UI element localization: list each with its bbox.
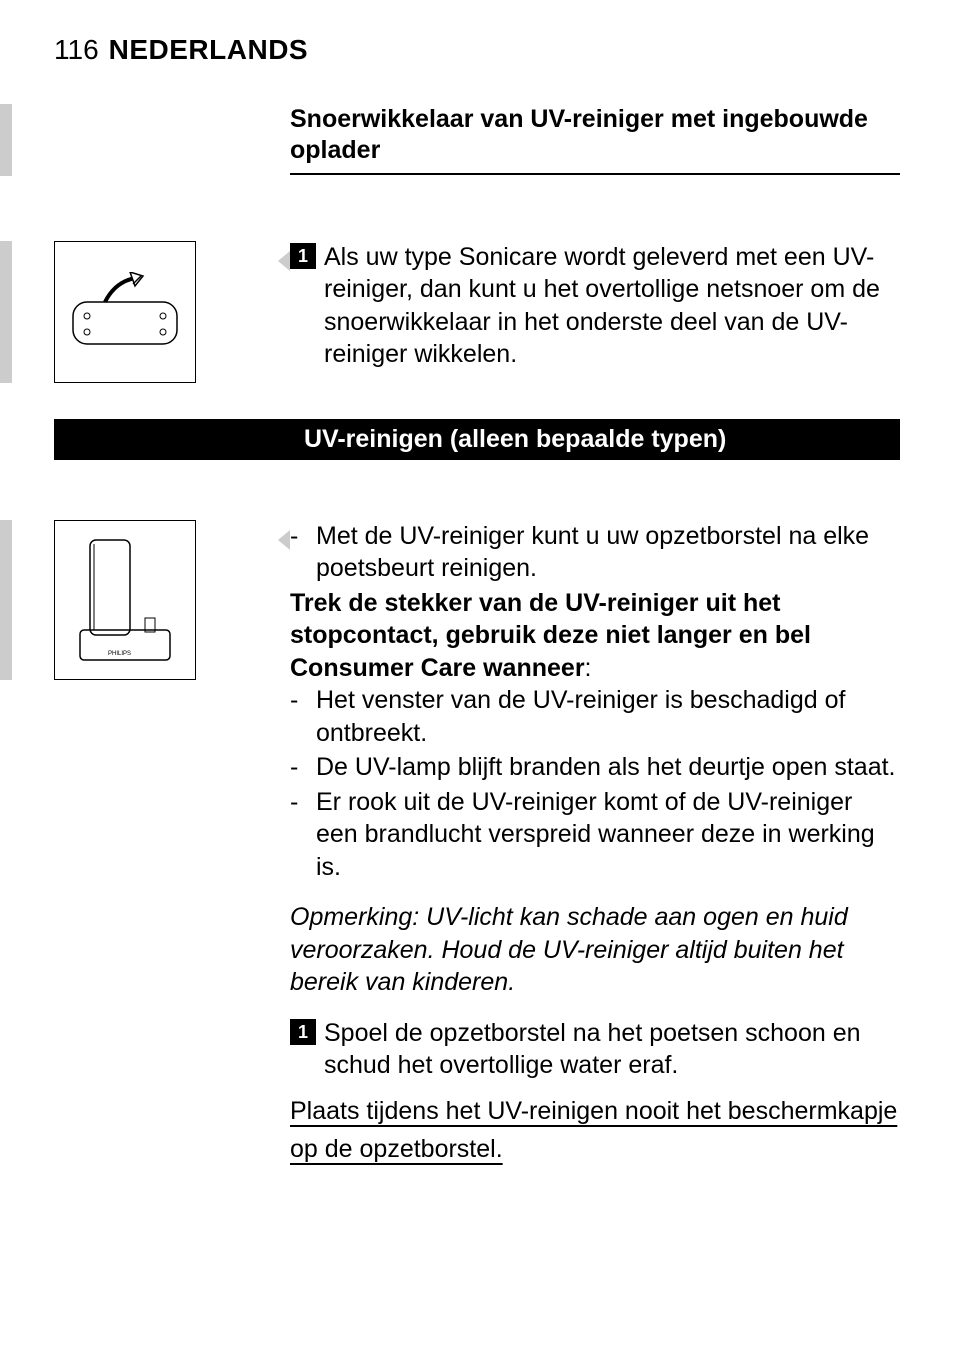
section-cord-wrap-body: 1 Als uw type Sonicare wordt geleverd me… [54,241,900,383]
intro-list: Met de UV-reiniger kunt u uw opzetborste… [290,520,900,585]
pointer-icon-2 [278,530,290,550]
section-cord-wrap: Snoerwikkelaar van UV-reiniger met ingeb… [54,104,900,209]
list-item-text: Het venster van de UV-reiniger is bescha… [316,684,900,749]
manual-page: 116 NEDERLANDS Snoerwikkelaar van UV-rei… [0,0,954,1169]
accent-bar-1a [0,104,12,176]
left-column-1 [54,104,278,209]
right-column-1: Snoerwikkelaar van UV-reiniger met ingeb… [278,104,900,209]
step-number-badge: 1 [290,243,316,269]
language-label: NEDERLANDS [109,34,308,66]
left-column-2b: PHILIPS [54,520,278,1170]
list-item: Er rook uit de UV-reiniger komt of de UV… [290,786,900,884]
section-uv-clean: UV-reinigen (alleen bepaalde typen) [54,419,900,490]
page-number: 116 [54,34,99,66]
uv-sanitizer-diagram-icon: PHILIPS [54,520,196,680]
list-item-text: Er rook uit de UV-reiniger komt of de UV… [316,786,900,884]
list-item: De UV-lamp blijft branden als het deurtj… [290,751,900,784]
step-1-section1: 1 Als uw type Sonicare wordt geleverd me… [290,241,900,371]
right-column-1b: 1 Als uw type Sonicare wordt geleverd me… [278,241,900,383]
subheading-cord-wrap: Snoerwikkelaar van UV-reiniger met ingeb… [290,104,900,175]
brand-text: PHILIPS [108,651,131,657]
list-item-text: Met de UV-reiniger kunt u uw opzetborste… [316,520,900,585]
step-text: Spoel de opzetborstel na het poetsen sch… [324,1017,900,1082]
page-header: 116 NEDERLANDS [54,34,900,66]
warning-intro: Trek de stekker van de UV-reiniger uit h… [290,587,900,685]
banner-text: UV-reinigen (alleen bepaalde typen) [304,425,726,454]
list-item-text: De UV-lamp blijft branden als het deurtj… [316,751,896,784]
step-number-badge: 1 [290,1019,316,1045]
uv-sanitizer-svg-icon: PHILIPS [70,530,180,670]
list-item: Het venster van de UV-reiniger is bescha… [290,684,900,749]
list-item-intro: Met de UV-reiniger kunt u uw opzetborste… [290,520,900,585]
left-column-1b [54,241,278,383]
illustration-wrapper-1 [54,241,278,383]
pointer-icon-1 [278,251,290,271]
cord-wrap-svg-icon [65,272,185,352]
step-1-section2: 1 Spoel de opzetborstel na het poetsen s… [290,1017,900,1082]
cord-wrap-diagram-icon [54,241,196,383]
step-text: Als uw type Sonicare wordt geleverd met … [324,241,900,371]
illustration-wrapper-2: PHILIPS [54,520,278,680]
accent-bar-1b [0,241,12,383]
warning-list: Het venster van de UV-reiniger is bescha… [290,684,900,883]
left-column-2 [54,419,278,490]
bold-intro-text: Trek de stekker van de UV-reiniger uit h… [290,589,811,682]
section-uv-body: PHILIPS Met de UV-reiniger kunt u uw opz… [54,520,900,1170]
note-text: Opmerking: UV-licht kan schade aan ogen … [290,901,900,999]
bold-intro-suffix: : [585,654,592,682]
right-column-2: UV-reinigen (alleen bepaalde typen) [278,419,900,490]
accent-bar-2 [0,520,12,680]
caution-underline: Plaats tijdens het UV-reinigen nooit het… [290,1092,900,1170]
right-column-2b: Met de UV-reiniger kunt u uw opzetborste… [278,520,900,1170]
